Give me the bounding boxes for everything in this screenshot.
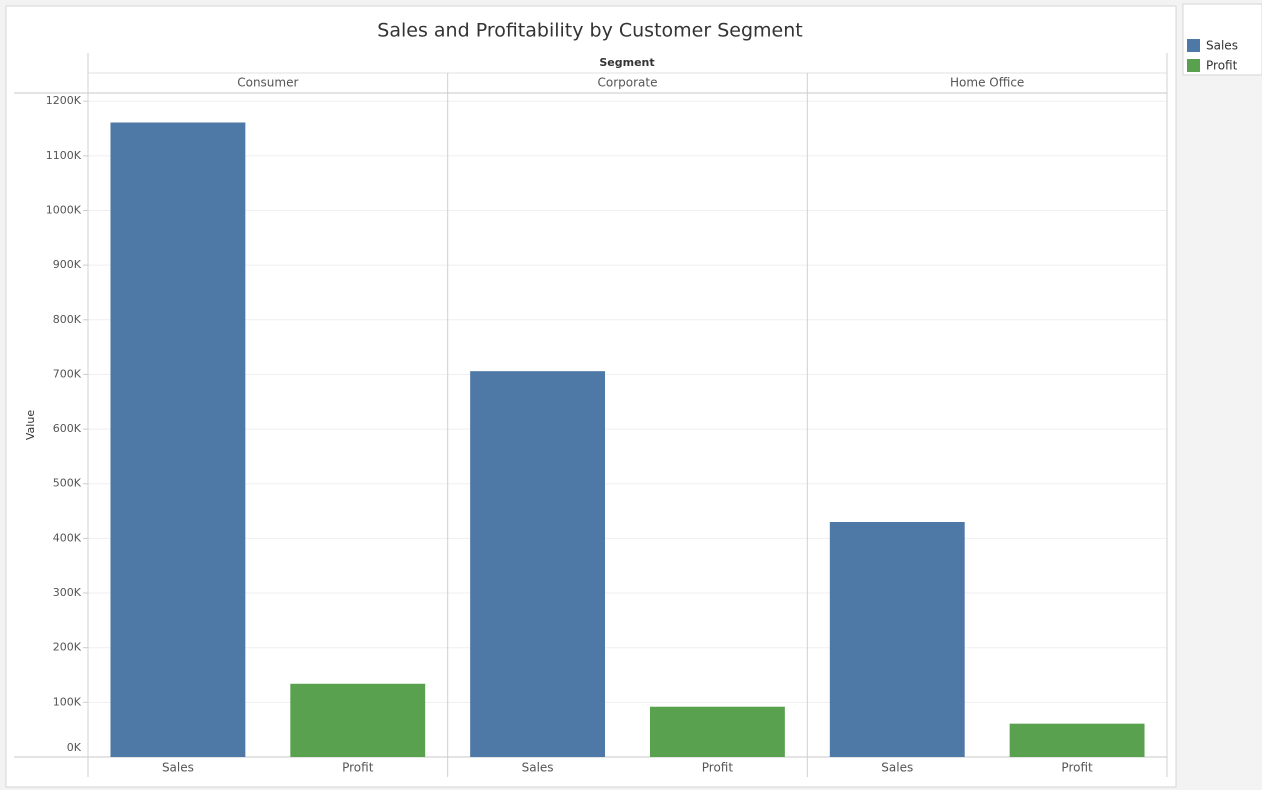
x-tick-label: Profit [342, 761, 374, 775]
panel-label: Corporate [598, 76, 658, 90]
x-tick-label: Sales [162, 761, 194, 775]
y-tick-label: 700K [53, 367, 82, 380]
y-tick-label: 1000K [46, 203, 82, 216]
y-tick-label: 400K [53, 531, 82, 544]
x-tick-label: Sales [881, 761, 913, 775]
bar [110, 122, 246, 757]
y-tick-label: 1100K [46, 149, 82, 162]
x-tick-label: Sales [522, 761, 554, 775]
y-tick-label: 300K [53, 586, 82, 599]
y-tick-label: 900K [53, 258, 82, 271]
panel-label: Consumer [237, 76, 298, 90]
legend-swatch [1187, 59, 1200, 72]
bar [1009, 723, 1145, 757]
panel-label: Home Office [950, 76, 1024, 90]
y-tick-label: 600K [53, 422, 82, 435]
chart-title: Sales and Profitability by Customer Segm… [377, 20, 802, 42]
y-tick-label: 800K [53, 313, 82, 326]
y-axis-label: Value [24, 410, 37, 440]
legend-label: Sales [1206, 39, 1238, 53]
y-tick-label: 1200K [46, 94, 82, 107]
legend-label: Profit [1206, 59, 1238, 73]
x-tick-label: Profit [1061, 761, 1093, 775]
y-tick-label: 200K [53, 641, 82, 654]
y-tick-label: 0K [67, 741, 82, 754]
x-tick-label: Profit [702, 761, 734, 775]
bar [829, 522, 965, 757]
bar [290, 683, 426, 757]
bar [649, 706, 785, 757]
y-tick-label: 500K [53, 477, 82, 490]
y-tick-label: 100K [53, 695, 82, 708]
legend-swatch [1187, 39, 1200, 52]
bar [470, 371, 606, 757]
column-header: Segment [599, 56, 654, 69]
